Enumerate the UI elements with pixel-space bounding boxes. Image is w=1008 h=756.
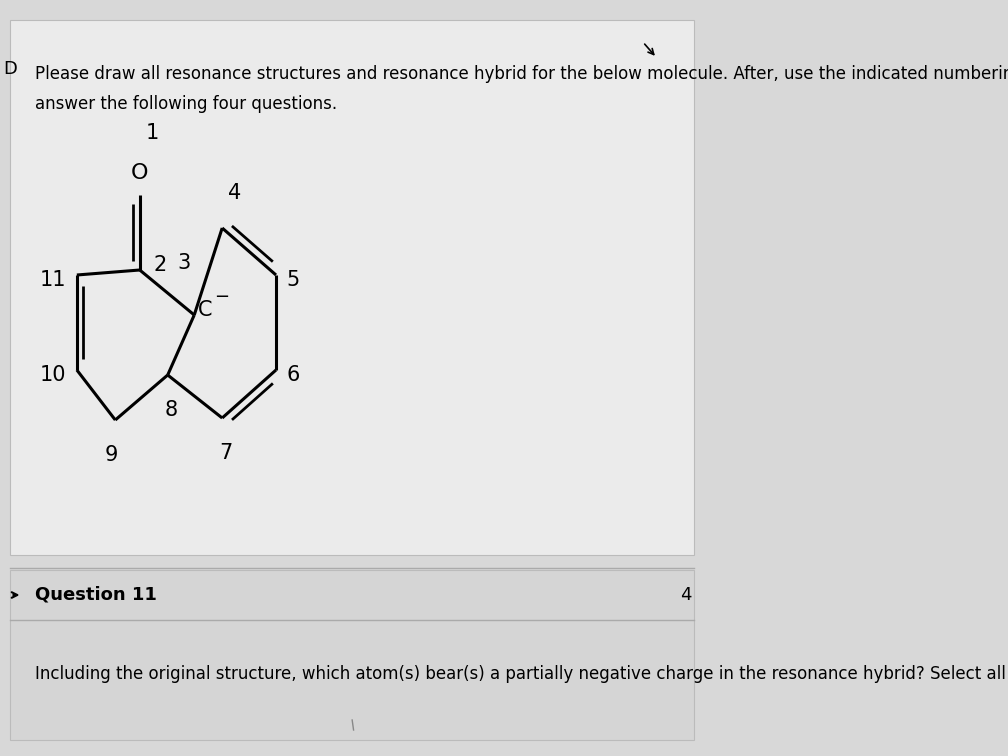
Text: Question 11: Question 11: [35, 586, 157, 604]
Text: −: −: [214, 288, 229, 306]
Text: Including the original structure, which atom(s) bear(s) a partially negative cha: Including the original structure, which …: [35, 665, 1008, 683]
Text: 11: 11: [40, 270, 67, 290]
Text: Please draw all resonance structures and resonance hybrid for the below molecule: Please draw all resonance structures and…: [35, 65, 1008, 83]
Text: 3: 3: [177, 253, 191, 273]
Text: 1: 1: [146, 123, 159, 143]
Text: 5: 5: [286, 270, 299, 290]
Text: 8: 8: [164, 400, 177, 420]
Text: 6: 6: [286, 365, 299, 385]
Text: C: C: [198, 300, 213, 320]
FancyBboxPatch shape: [10, 570, 694, 740]
Text: O: O: [131, 163, 148, 183]
Text: answer the following four questions.: answer the following four questions.: [35, 95, 337, 113]
Text: 4: 4: [228, 183, 241, 203]
Text: 2: 2: [154, 255, 167, 275]
Text: 10: 10: [40, 365, 67, 385]
Text: 4: 4: [680, 586, 691, 604]
FancyBboxPatch shape: [10, 20, 694, 555]
Text: 7: 7: [219, 443, 232, 463]
Text: D: D: [3, 60, 17, 78]
Text: 9: 9: [105, 445, 119, 465]
